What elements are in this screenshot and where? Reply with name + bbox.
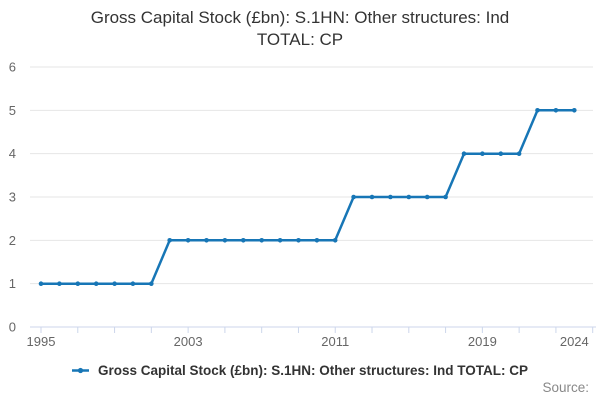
chart-title: Gross Capital Stock (£bn): S.1HN: Other … <box>0 7 600 51</box>
x-axis-label: 2011 <box>321 334 349 349</box>
data-point[interactable] <box>443 194 448 200</box>
data-point[interactable] <box>406 194 412 200</box>
data-point[interactable] <box>516 151 522 156</box>
data-point[interactable] <box>277 238 283 243</box>
legend-item[interactable]: Gross Capital Stock (£bn): S.1HN: Other … <box>0 363 600 378</box>
x-axis-label: 2003 <box>174 334 203 349</box>
x-axis-label: 1995 <box>27 334 56 349</box>
data-point[interactable] <box>424 194 430 200</box>
data-point[interactable] <box>332 238 338 243</box>
y-axis-label: 3 <box>9 190 16 205</box>
chart-title-line-1: Gross Capital Stock (£bn): S.1HN: Other … <box>90 8 510 27</box>
series-line <box>39 109 576 285</box>
data-point[interactable] <box>130 281 136 287</box>
x-axis-label: 2024 <box>560 334 589 349</box>
data-point[interactable] <box>57 281 62 287</box>
data-point[interactable] <box>222 238 228 243</box>
data-point[interactable] <box>112 281 117 287</box>
data-point[interactable] <box>314 238 320 243</box>
y-axis-label: 1 <box>9 276 16 291</box>
x-axis-label: 2019 <box>468 334 497 349</box>
data-point[interactable] <box>351 194 356 200</box>
data-point[interactable] <box>369 194 375 200</box>
data-point[interactable] <box>149 281 154 287</box>
data-point[interactable] <box>167 238 172 243</box>
data-point[interactable] <box>296 238 301 243</box>
y-axis-label: 0 <box>9 320 16 335</box>
y-axis-label: 6 <box>9 60 16 75</box>
data-point[interactable] <box>498 151 504 156</box>
data-point[interactable] <box>553 108 559 113</box>
data-point[interactable] <box>535 108 540 113</box>
data-point[interactable] <box>388 194 393 200</box>
data-point[interactable] <box>461 151 467 156</box>
data-point[interactable] <box>480 151 485 156</box>
data-point[interactable] <box>259 238 265 243</box>
data-point[interactable] <box>241 238 246 243</box>
data-point[interactable] <box>572 108 577 113</box>
y-axis-label: 5 <box>9 103 16 118</box>
data-point[interactable] <box>185 238 191 243</box>
y-axis-label: 2 <box>9 233 16 248</box>
data-point[interactable] <box>75 281 81 287</box>
chart-title-line-2: TOTAL: CP <box>256 30 344 49</box>
data-point[interactable] <box>93 281 99 287</box>
data-point[interactable] <box>38 281 44 287</box>
data-point[interactable] <box>204 238 209 243</box>
source-label: Source: <box>542 380 589 395</box>
legend-label: Gross Capital Stock (£bn): S.1HN: Other … <box>97 363 529 378</box>
y-axis-label: 4 <box>9 146 16 161</box>
series-marker-icon <box>71 367 89 374</box>
